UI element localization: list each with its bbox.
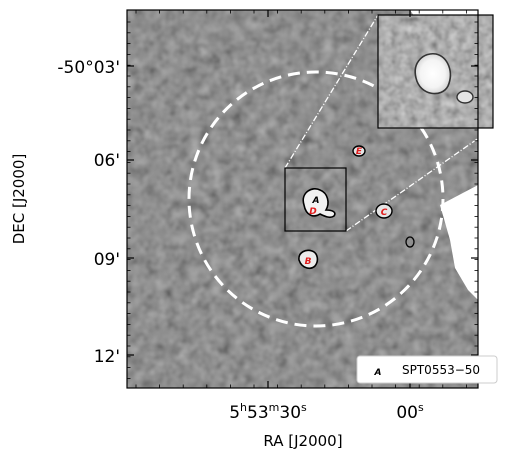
axis-ticks [127, 10, 478, 388]
x-tick-label: 00s [396, 401, 424, 423]
y-tick-label: 09' [94, 250, 120, 270]
legend-marker: A [374, 368, 382, 378]
axes-frame [126, 9, 479, 389]
source-label-e: E [356, 147, 363, 157]
x-tick-label: 5h53m30s [229, 401, 307, 423]
y-axis-title: DEC [J2000] [10, 154, 28, 245]
legend-label: SPT0553−50 [402, 363, 480, 377]
source-label-a: A [312, 196, 320, 206]
source-label-b: B [305, 257, 312, 267]
source-e: E [352, 145, 366, 157]
zoom-line-top [284, 14, 379, 169]
source-label-c: C [381, 208, 388, 218]
x-axis-title: RA [J2000] [263, 432, 342, 450]
field-of-view-circle [187, 70, 445, 328]
source-a: A D [302, 188, 336, 219]
y-tick-label: 12' [94, 347, 120, 367]
zoom-box [284, 167, 347, 232]
zoom-inset [377, 14, 494, 129]
faint-source-contour [405, 236, 415, 248]
source-label-d: D [309, 207, 317, 217]
zoom-line-bottom [345, 127, 494, 232]
y-tick-label: -50°03' [57, 58, 120, 78]
source-c: C [375, 203, 393, 219]
source-b: B [298, 249, 319, 270]
y-tick-label: 06' [94, 151, 120, 171]
legend: A SPT0553−50 [356, 355, 498, 384]
